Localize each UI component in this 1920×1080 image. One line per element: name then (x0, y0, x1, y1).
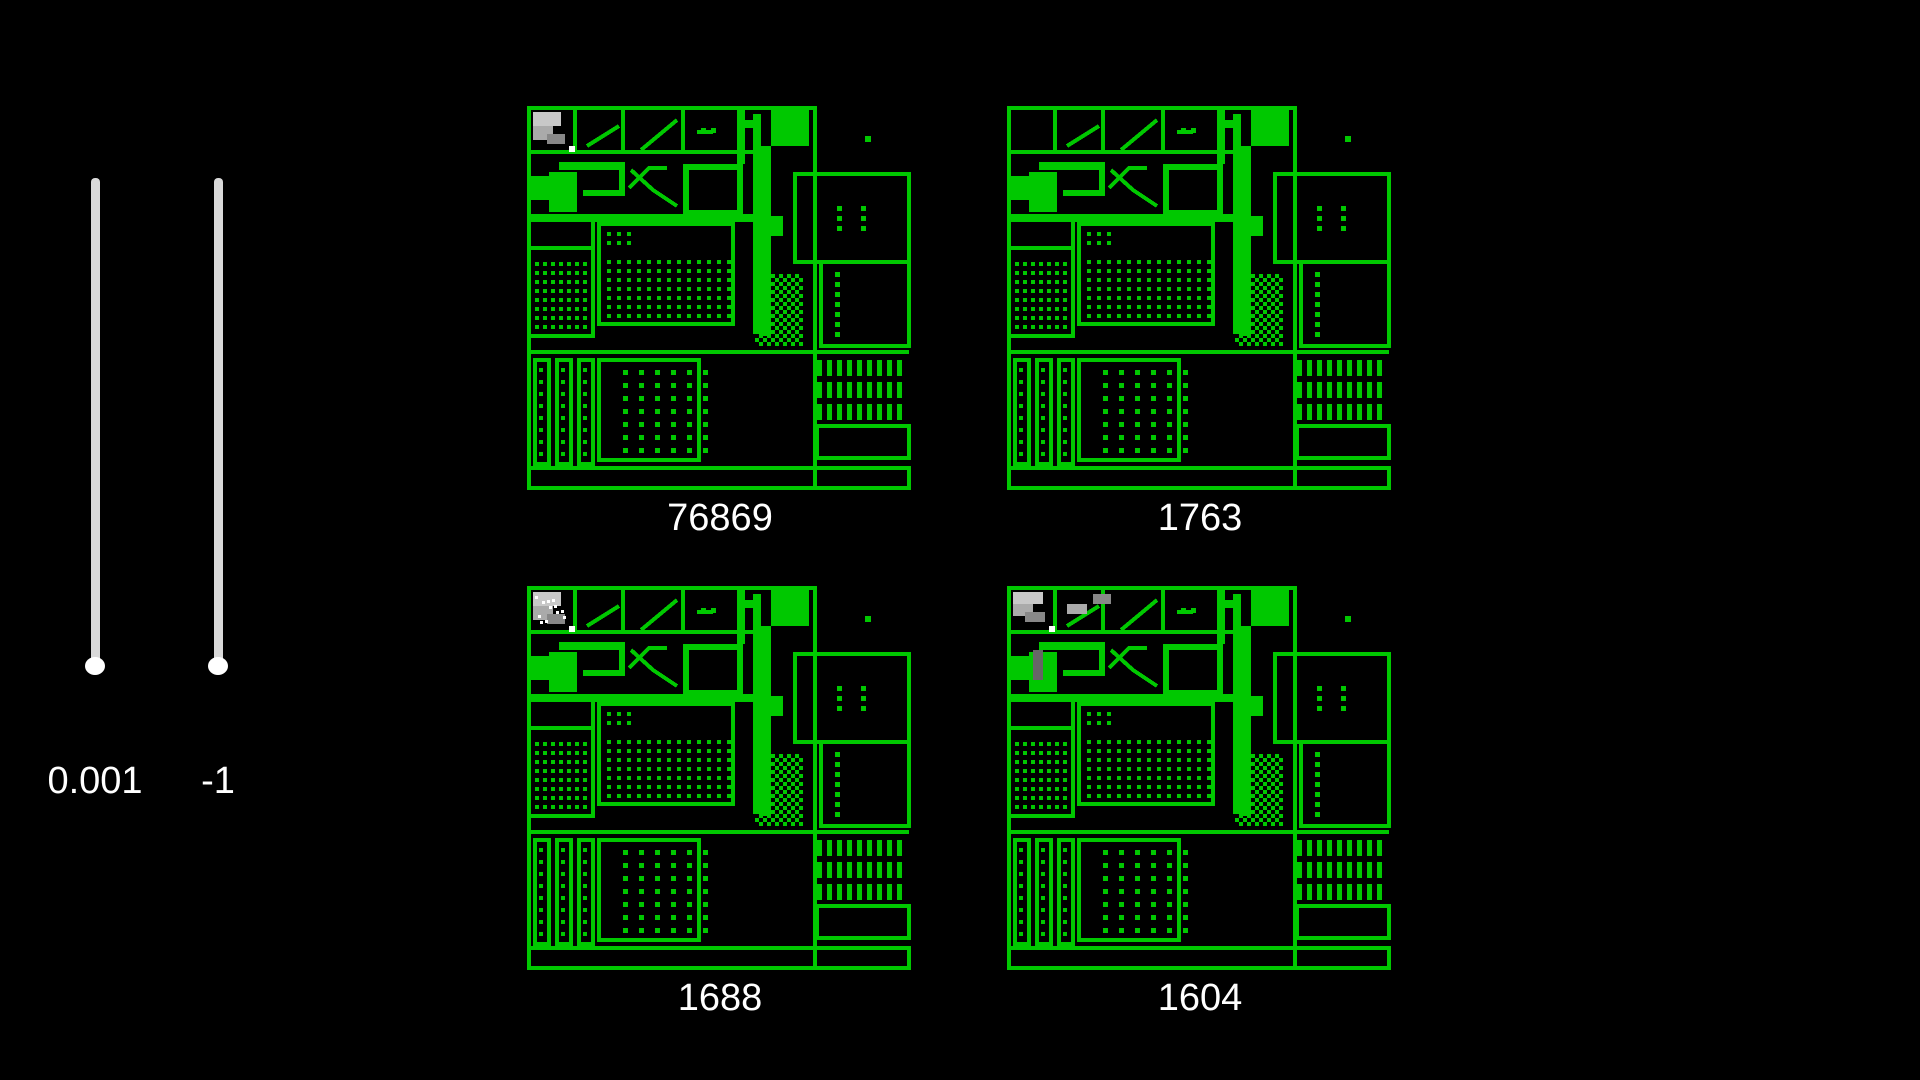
panel-score: 76869 (667, 497, 773, 539)
slider-2-track[interactable] (213, 178, 223, 668)
slider-1-value: 0.001 (47, 760, 143, 802)
map-panel-2: 1763 (1007, 106, 1393, 539)
slider-1[interactable] (75, 170, 115, 675)
maze-map (527, 586, 911, 970)
slider-2-thumb[interactable] (208, 657, 228, 675)
slider-1-thumb[interactable] (85, 657, 105, 675)
panel-score: 1604 (1157, 977, 1243, 1019)
slider-2[interactable] (198, 170, 238, 675)
maze-map (1007, 106, 1391, 490)
panel-score: 1688 (677, 977, 763, 1019)
maze-map (1007, 586, 1391, 970)
map-panel-4: 1604 (1007, 586, 1393, 1019)
slider-1-track[interactable] (90, 178, 100, 668)
map-panel-3: 1688 (527, 586, 913, 1019)
panel-score: 1763 (1157, 497, 1243, 539)
map-panel-1: 76869 (527, 106, 913, 539)
slider-2-value: -1 (201, 760, 235, 802)
maze-map (527, 106, 911, 490)
